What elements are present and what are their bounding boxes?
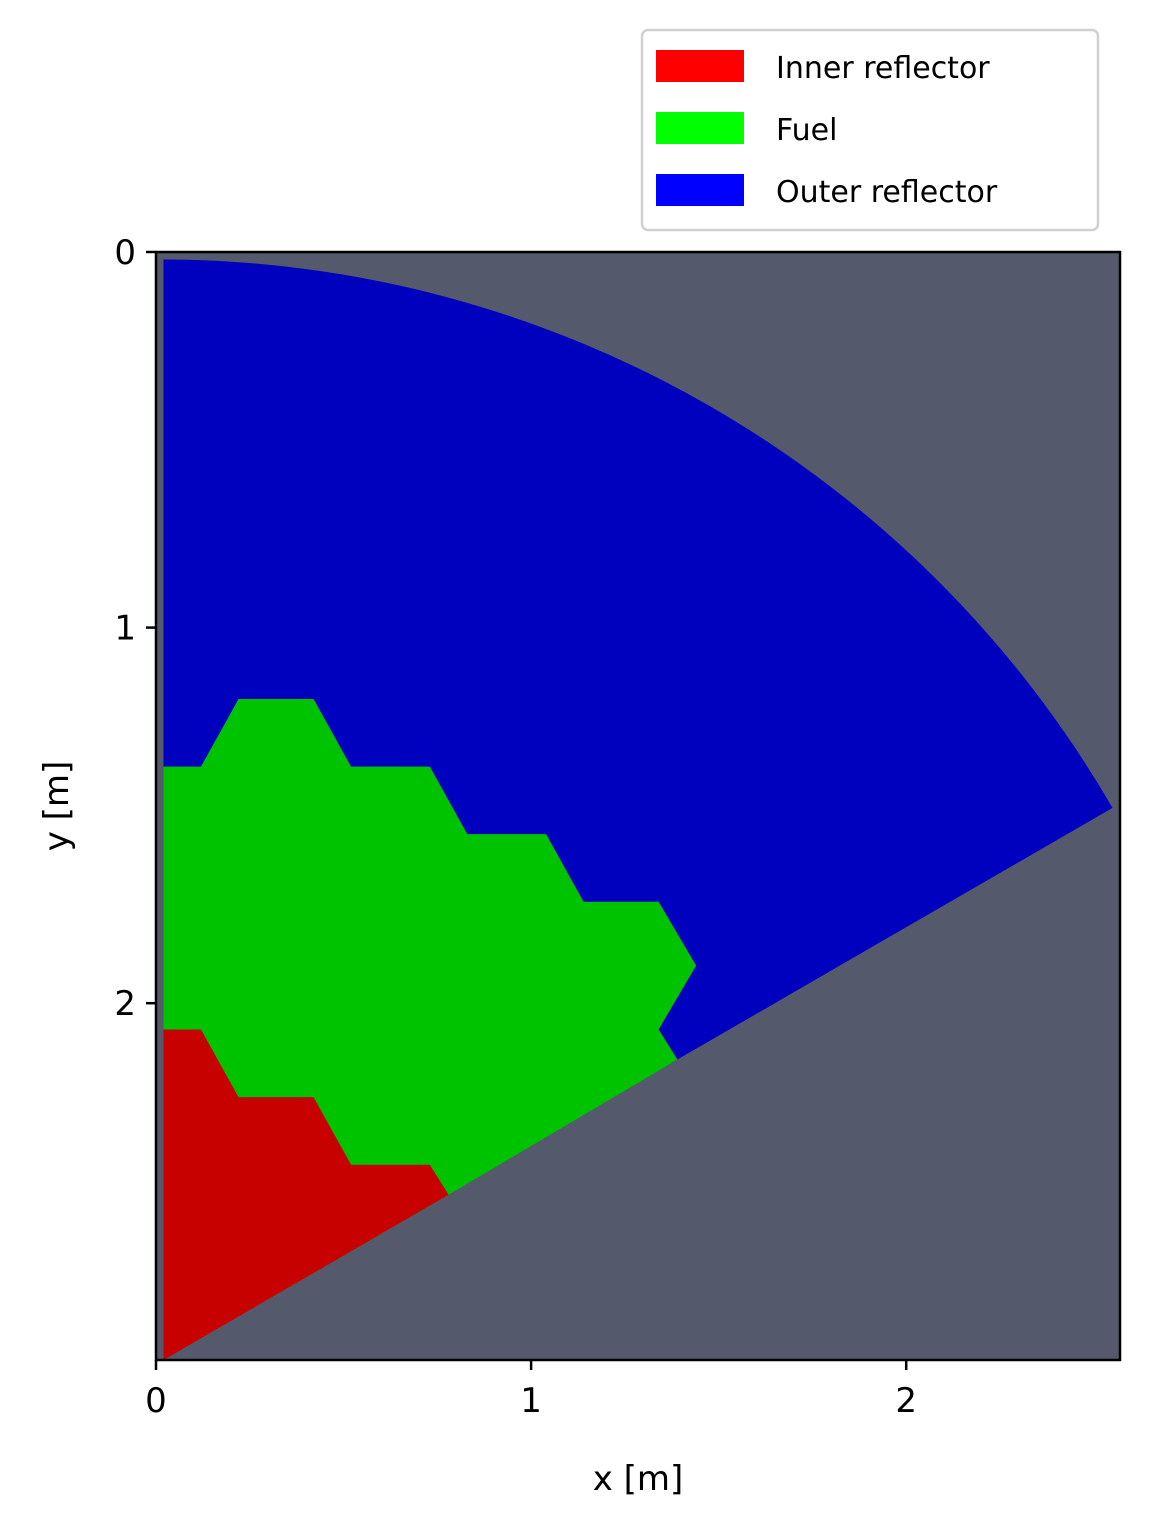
legend-swatch-fuel [656,112,744,144]
legend-label-outer-reflector: Outer reflector [776,175,998,210]
legend-label-inner-reflector: Inner reflector [776,51,990,86]
legend-swatch-inner-reflector [656,50,744,82]
legend: Inner reflector Fuel Outer reflector [642,30,1098,230]
x-tick-label: 0 [145,1381,167,1421]
y-axis-label: y [m] [37,761,77,852]
legend-swatch-outer-reflector [656,174,744,206]
y-tick-label: 2 [114,984,136,1024]
x-tick-label: 1 [520,1381,542,1421]
y-tick-label: 0 [114,233,136,273]
plot-area [156,252,1120,1360]
legend-label-fuel: Fuel [776,113,837,148]
x-tick-label: 2 [895,1381,917,1421]
y-tick-label: 1 [114,609,136,649]
x-axis-label: x [m] [593,1459,684,1499]
